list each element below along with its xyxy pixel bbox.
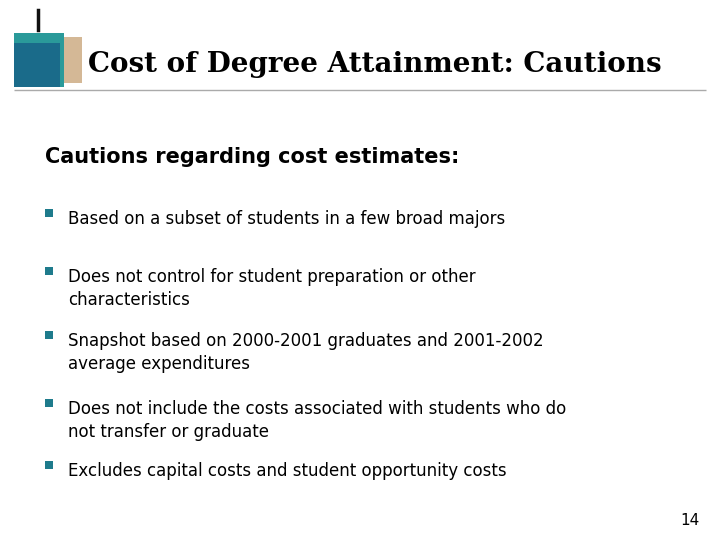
Bar <box>45 461 53 469</box>
Text: Excludes capital costs and student opportunity costs: Excludes capital costs and student oppor… <box>68 462 507 480</box>
Bar <box>45 399 53 407</box>
Text: Does not include the costs associated with students who do
not transfer or gradu: Does not include the costs associated wi… <box>68 400 566 441</box>
Bar <box>14 33 64 87</box>
Bar <box>45 267 53 275</box>
Text: 14: 14 <box>680 513 700 528</box>
Text: Based on a subset of students in a few broad majors: Based on a subset of students in a few b… <box>68 210 505 228</box>
Text: Does not control for student preparation or other
characteristics: Does not control for student preparation… <box>68 268 476 309</box>
Bar <box>14 43 60 87</box>
Bar <box>45 209 53 217</box>
Text: Cautions regarding cost estimates:: Cautions regarding cost estimates: <box>45 147 459 167</box>
Bar <box>45 331 53 339</box>
Text: Snapshot based on 2000-2001 graduates and 2001-2002
average expenditures: Snapshot based on 2000-2001 graduates an… <box>68 332 544 373</box>
Bar <box>32 37 82 83</box>
Text: Cost of Degree Attainment: Cautions: Cost of Degree Attainment: Cautions <box>88 51 662 78</box>
